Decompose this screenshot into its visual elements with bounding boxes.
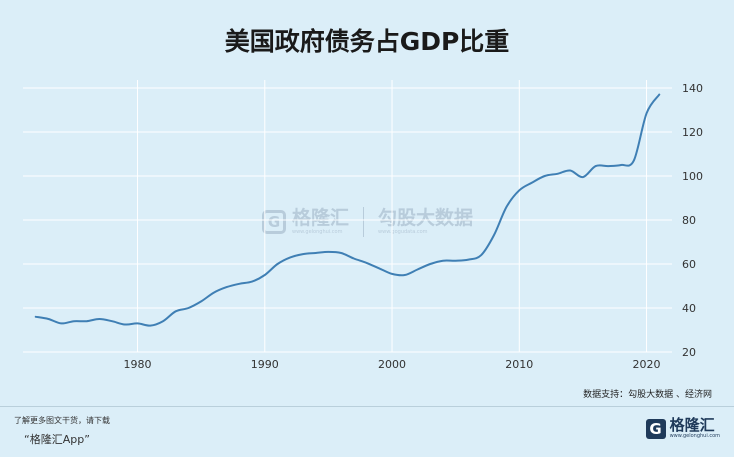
x-tick-label: 1990	[251, 358, 279, 371]
y-tick-label: 20	[682, 346, 696, 359]
watermark-brand: 格隆汇 www.gelonghui.com	[292, 209, 349, 235]
brand-logo-icon: G	[645, 418, 666, 439]
y-tick-label: 120	[682, 126, 703, 139]
x-tick-label: 2020	[633, 358, 661, 371]
y-tick-label: 140	[682, 82, 703, 95]
watermark: G 格隆汇 www.gelonghui.com 勾股大数据 www.goguda…	[262, 207, 473, 237]
x-axis: 1980 1990 2000 2010 2020	[124, 358, 661, 371]
watermark-gogu-name: 勾股大数据	[378, 207, 474, 229]
footer-app-name: “格隆汇App”	[24, 433, 90, 446]
y-axis: 20 40 60 80 100 120 140	[682, 82, 703, 359]
watermark-gogu-url: www.gogudata.com	[378, 229, 428, 235]
debt-line-chart: 1980 1990 2000 2010 2020 20 40 60 80 100 120 140	[23, 80, 703, 371]
brand-text: 格隆汇 www.gelonghui.com	[670, 418, 720, 439]
data-source: 数据支持：勾股大数据 、经济网	[583, 390, 712, 400]
watermark-logo-icon: G	[262, 210, 286, 234]
watermark-separator	[363, 207, 365, 237]
brand-url: www.gelonghui.com	[669, 433, 720, 439]
watermark-brand-name: 格隆汇	[292, 207, 350, 229]
brand-name: 格隆汇	[669, 416, 715, 434]
x-tick-label: 1980	[124, 358, 152, 371]
watermark-brand-url: www.gelonghui.com	[292, 229, 343, 235]
footer-divider	[0, 406, 734, 407]
y-tick-label: 80	[682, 214, 696, 227]
watermark-gogu: 勾股大数据 www.gogudata.com	[378, 209, 473, 235]
y-tick-label: 100	[682, 170, 703, 183]
chart-title: 美国政府债务占GDP比重	[224, 27, 510, 56]
footer-download-hint: 了解更多图文干货，请下载	[14, 416, 110, 425]
brand-logo: G 格隆汇 www.gelonghui.com	[645, 418, 720, 439]
x-tick-label: 2000	[378, 358, 406, 371]
x-tick-label: 2010	[505, 358, 533, 371]
y-tick-label: 40	[682, 302, 696, 315]
series-line-0	[34, 93, 661, 327]
y-tick-label: 60	[682, 258, 696, 271]
chart-grid	[23, 80, 672, 353]
chart-lines	[34, 93, 661, 327]
